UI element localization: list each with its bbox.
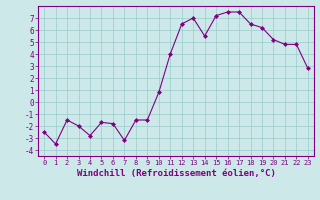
X-axis label: Windchill (Refroidissement éolien,°C): Windchill (Refroidissement éolien,°C) bbox=[76, 169, 276, 178]
